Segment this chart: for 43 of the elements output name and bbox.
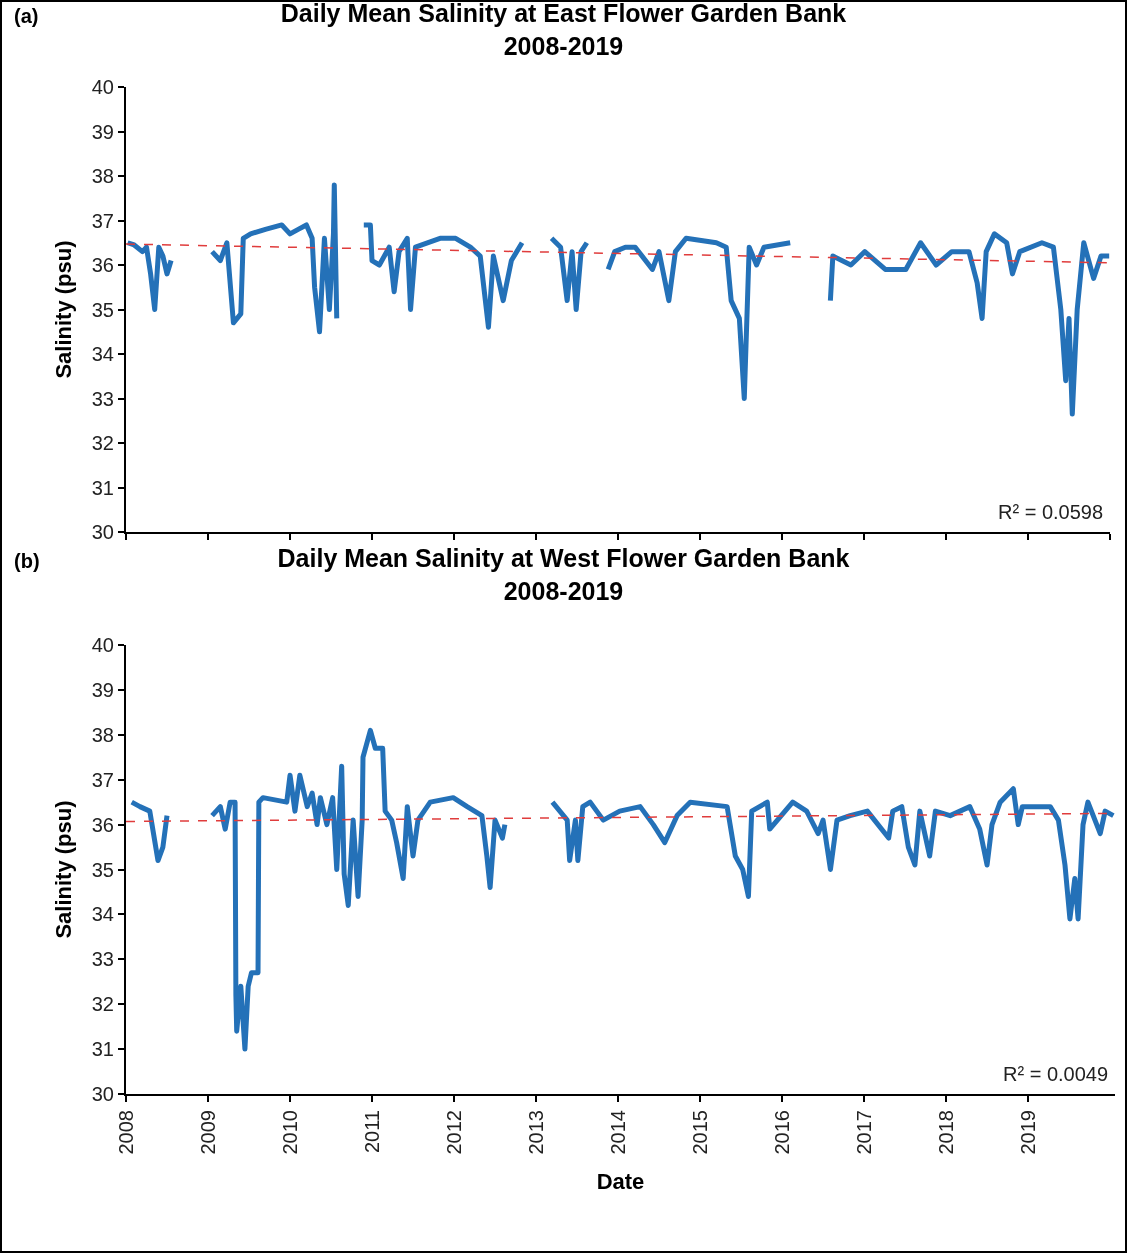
x-tick-label: 2014 (606, 1110, 629, 1155)
y-tick-label: 32 (91, 993, 114, 1016)
text: (b) (14, 550, 40, 572)
y-tick-label: 33 (91, 387, 114, 410)
y-tick-label: 37 (91, 209, 114, 232)
y-axis-title: Salinity (psu) (51, 800, 77, 939)
x-tick-label: 2019 (1016, 1110, 1039, 1155)
y-tick-label: 35 (91, 858, 114, 881)
x-tick-label: 2015 (688, 1110, 711, 1155)
x-tick-label: 2016 (770, 1110, 793, 1155)
text: (a) (14, 5, 39, 27)
y-tick-label: 34 (91, 343, 114, 365)
x-axis-title: Date (596, 1168, 645, 1194)
y-axis-title: Salinity (psu) (51, 240, 77, 379)
x-tick-label: 2017 (852, 1110, 875, 1155)
x-tick-label: 2013 (524, 1110, 547, 1155)
x-tick-label: 2008 (114, 1110, 137, 1155)
x-tick-label: 2012 (442, 1110, 465, 1155)
chart-title: Daily Mean Salinity at West Flower Garden Bank 2008-2019 (277, 544, 850, 605)
y-tick-label: 38 (91, 165, 114, 187)
x-tick-label: 2018 (934, 1110, 957, 1155)
y-tick-label: 30 (91, 1083, 114, 1105)
y-tick-label: 33 (91, 948, 114, 971)
y-tick-label: 40 (91, 634, 114, 656)
x-tick-label: 2010 (278, 1110, 301, 1155)
y-tick-label: 39 (91, 120, 114, 143)
y-tick-label: 31 (91, 1038, 114, 1061)
y-tick-label: 32 (91, 432, 114, 454)
annotation: R² = 0.0598 (998, 501, 1104, 523)
y-tick-label: 34 (91, 903, 114, 926)
chart-title: Daily Mean Salinity at East Flower Garden Bank 2008-2019 (280, 0, 847, 60)
x-tick-label: 2009 (196, 1110, 219, 1155)
y-tick-label: 30 (91, 521, 114, 543)
annotation: R² = 0.0049 (1003, 1063, 1109, 1085)
y-tick-label: 38 (91, 723, 114, 746)
y-tick-label: 31 (91, 476, 114, 499)
y-tick-label: 35 (91, 298, 114, 321)
y-tick-label: 36 (91, 813, 114, 836)
y-tick-label: 40 (91, 76, 114, 98)
y-tick-label: 37 (91, 768, 114, 791)
x-tick-label: 2011 (360, 1110, 383, 1154)
y-tick-label: 36 (91, 254, 114, 276)
y-tick-label: 39 (91, 678, 114, 701)
